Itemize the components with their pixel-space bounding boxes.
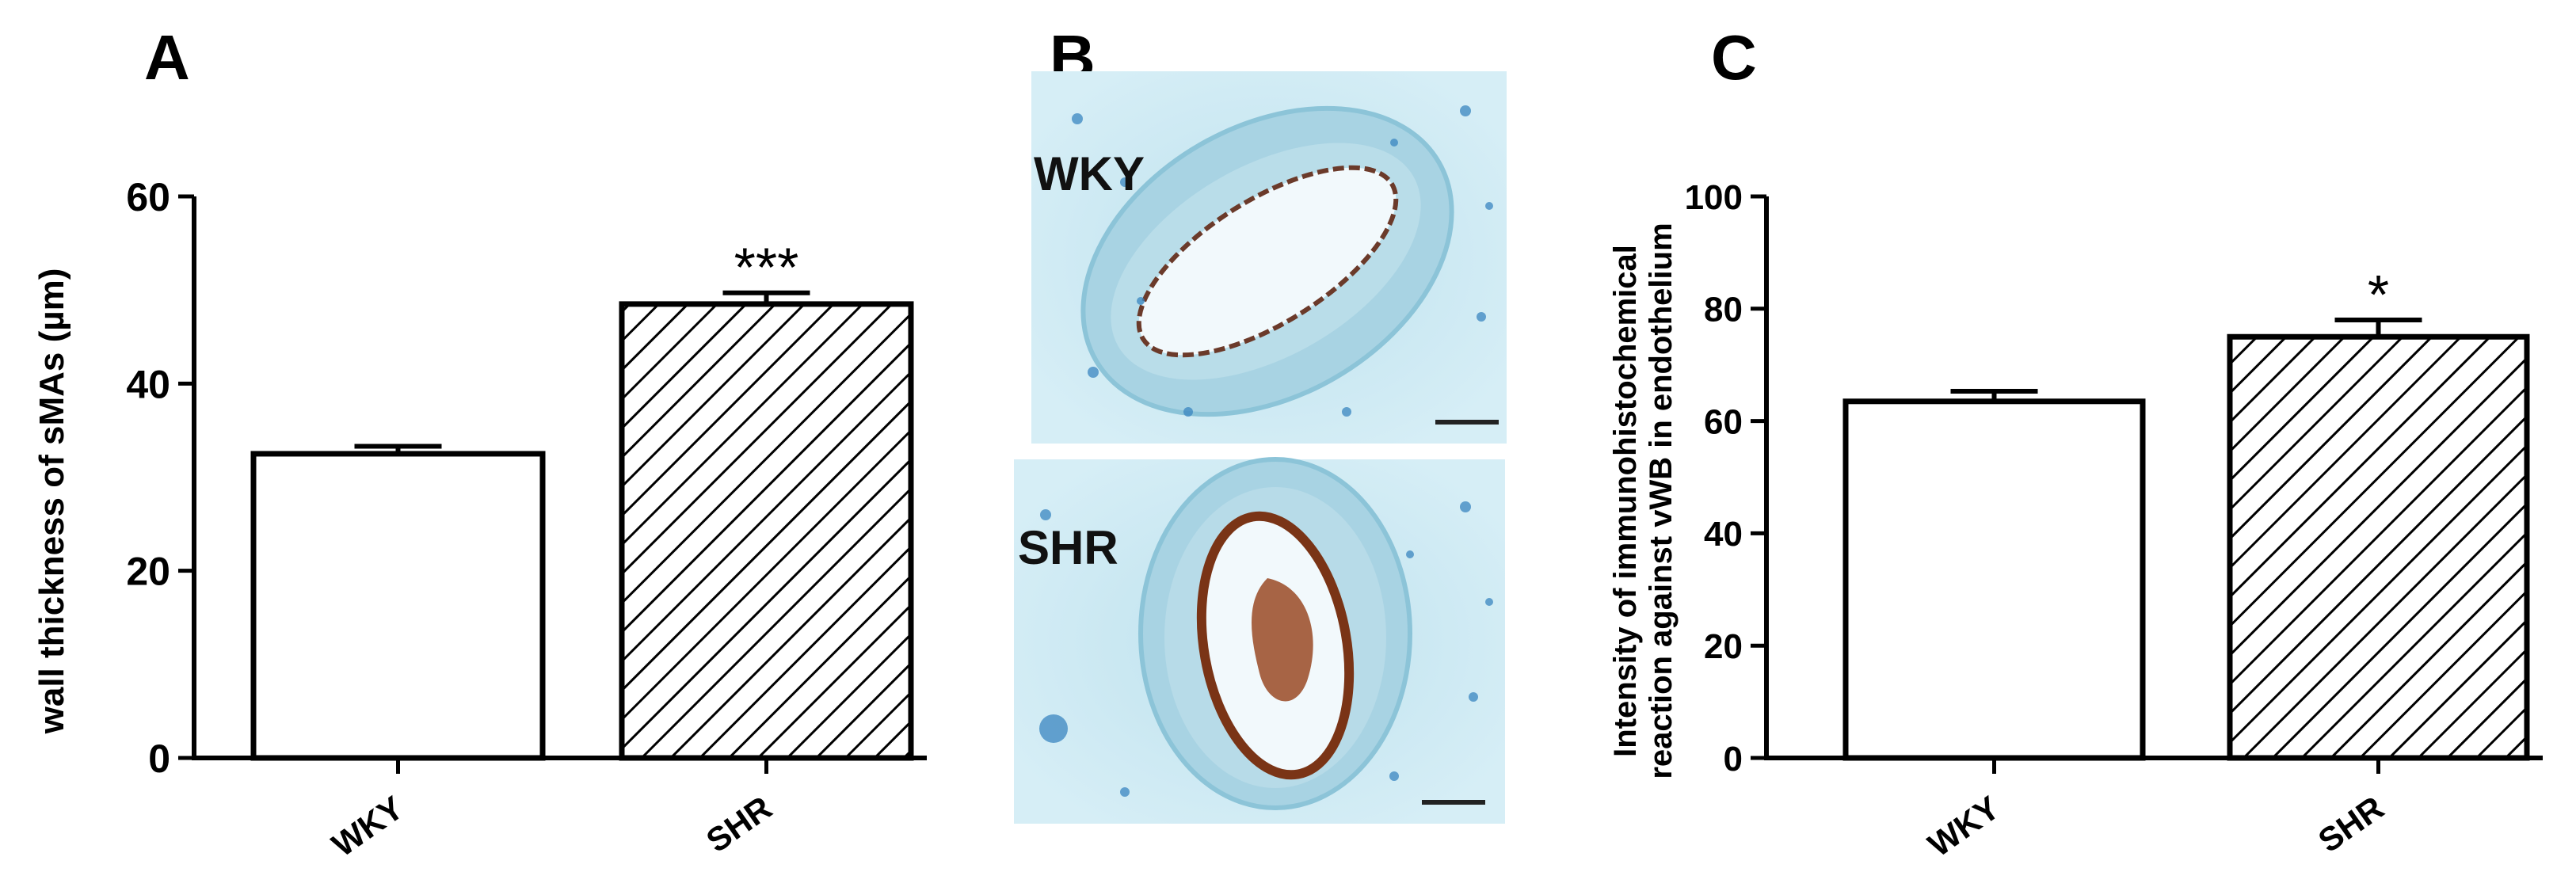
pa-y-axis-label: wall thickness of sMAs (µm) bbox=[32, 268, 71, 735]
pc-bar-shr bbox=[2227, 333, 2530, 761]
pc-y-tick-label: 100 bbox=[1685, 178, 1743, 217]
micrograph-wky-nuclei bbox=[1072, 105, 1493, 417]
micrograph-shr-label: SHR bbox=[1018, 521, 1118, 574]
pc-y-tick-label: 80 bbox=[1704, 291, 1743, 329]
pa-significance-marker: *** bbox=[734, 237, 799, 299]
pc-bar-wky bbox=[1842, 398, 2146, 761]
panel-b-histology: B WKY bbox=[1014, 22, 1507, 824]
pc-y-axis-label-line: reaction against vWB in endothelium bbox=[1644, 223, 1679, 779]
pc-y-tick-label: 20 bbox=[1704, 627, 1743, 666]
pa-y-tick-label: 0 bbox=[148, 737, 170, 781]
panel-a-bar-chart: A 0 20 40 60 wall thickness of sMAs (µm) WKY *… bbox=[32, 22, 927, 864]
pa-y-tick-label: 40 bbox=[126, 362, 170, 406]
micrograph-wky-label: WKY bbox=[1034, 147, 1145, 200]
pc-y-tick-label: 40 bbox=[1704, 515, 1743, 554]
pa-category-label: WKY bbox=[325, 789, 410, 864]
pc-y-tick-label: 60 bbox=[1704, 402, 1743, 441]
pa-category-label: SHR bbox=[699, 789, 779, 859]
micrograph-wky-scale-bar bbox=[1435, 420, 1499, 425]
micrograph-shr: SHR bbox=[1014, 457, 1505, 824]
panel-c-bar-chart: C 0 20 40 60 80 100 Intensity of immunohistoch… bbox=[1608, 22, 2543, 864]
micrograph-wky-lumen bbox=[1136, 165, 1399, 358]
pa-bar-wky bbox=[250, 451, 546, 761]
pc-category-label: SHR bbox=[2311, 789, 2391, 859]
micrograph-shr-scale-bar bbox=[1422, 800, 1485, 805]
pa-y-tick-label: 20 bbox=[126, 550, 170, 594]
pc-category-label: WKY bbox=[1921, 789, 2006, 864]
micrograph-wky: WKY bbox=[1031, 71, 1507, 444]
pc-y-tick-label: 0 bbox=[1724, 740, 1743, 779]
pa-bar-shr bbox=[619, 301, 914, 761]
pc-y-axis-label-line: Intensity of immunohistochemical bbox=[1608, 245, 1643, 757]
micrograph-shr-nuclei bbox=[1039, 501, 1493, 797]
pc-significance-marker: * bbox=[2368, 264, 2389, 326]
micrograph-shr-stained-content bbox=[1252, 578, 1313, 702]
panel-c-letter: C bbox=[1711, 22, 1757, 93]
pa-y-tick-label: 60 bbox=[126, 175, 170, 219]
panel-a-letter: A bbox=[144, 22, 190, 93]
